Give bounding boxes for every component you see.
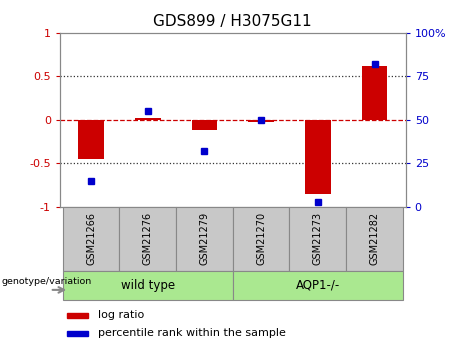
Bar xyxy=(192,120,217,130)
Text: GSM21266: GSM21266 xyxy=(86,213,96,265)
Bar xyxy=(290,207,346,271)
Text: log ratio: log ratio xyxy=(98,310,144,321)
Bar xyxy=(63,207,119,271)
Bar xyxy=(78,120,104,159)
Bar xyxy=(135,118,160,120)
Bar xyxy=(362,66,387,120)
Text: genotype/variation: genotype/variation xyxy=(1,277,92,286)
Text: GSM21273: GSM21273 xyxy=(313,213,323,265)
Text: GSM21279: GSM21279 xyxy=(200,213,209,265)
Text: GSM21276: GSM21276 xyxy=(143,213,153,265)
Bar xyxy=(248,120,274,122)
Bar xyxy=(233,207,290,271)
Bar xyxy=(119,207,176,271)
Text: GSM21270: GSM21270 xyxy=(256,213,266,265)
Bar xyxy=(63,271,233,300)
Text: AQP1-/-: AQP1-/- xyxy=(296,279,340,292)
Text: GSM21282: GSM21282 xyxy=(370,213,379,265)
Text: percentile rank within the sample: percentile rank within the sample xyxy=(98,328,286,338)
Bar xyxy=(305,120,331,194)
Bar xyxy=(233,271,403,300)
Text: wild type: wild type xyxy=(121,279,175,292)
Title: GDS899 / H3075G11: GDS899 / H3075G11 xyxy=(154,14,312,29)
Bar xyxy=(67,331,88,336)
Bar xyxy=(346,207,403,271)
Bar xyxy=(176,207,233,271)
Bar xyxy=(67,313,88,318)
